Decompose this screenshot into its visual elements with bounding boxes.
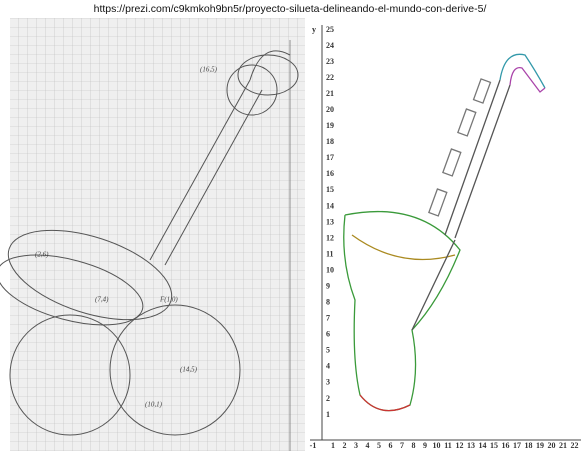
y-number: 10 [326, 265, 334, 274]
y-number: 4 [326, 362, 330, 371]
y-axis-label: y [312, 25, 316, 34]
x-number: 3 [354, 441, 358, 450]
x-number: 10 [433, 441, 441, 450]
x-number: 18 [525, 441, 533, 450]
x-number: 6 [389, 441, 393, 450]
y-number: 20 [326, 105, 334, 114]
y-number: 2 [326, 394, 330, 403]
x-number: 4 [366, 441, 370, 450]
y-number: 19 [326, 121, 334, 130]
sketch [0, 18, 305, 451]
x-number: 1 [331, 441, 335, 450]
y-number: 24 [326, 41, 334, 50]
url: https://prezi.com/c9kmkoh9bn5r/proyecto-… [94, 3, 487, 15]
y-number: 5 [326, 346, 330, 355]
x-number: 5 [377, 441, 381, 450]
y-number: 12 [326, 233, 334, 242]
sketch-label: (2,6) [35, 251, 49, 259]
y-number: 9 [326, 281, 330, 290]
sketch-label: (7,4) [95, 296, 109, 304]
x-number: 2 [343, 441, 347, 450]
y-number: 6 [326, 330, 330, 339]
sketch-label: (10,1) [145, 401, 163, 409]
y-number: 11 [326, 249, 334, 258]
x-number: 19 [536, 441, 544, 450]
x-number: 14 [479, 441, 487, 450]
x-number: 20 [548, 441, 556, 450]
sketch-label: F(1,0) [159, 296, 178, 304]
y-number: 7 [326, 314, 330, 323]
y-number: 3 [326, 378, 330, 387]
y-number: 14 [326, 201, 334, 210]
x-number: 16 [502, 441, 510, 450]
x-number: 9 [423, 441, 427, 450]
sketch-label: (16,5) [200, 66, 218, 74]
y-number: 16 [326, 169, 334, 178]
y-number: 8 [326, 298, 330, 307]
x-number: -1 [310, 441, 317, 450]
x-number: 21 [559, 441, 567, 450]
y-number: 25 [326, 25, 334, 34]
y-number: 15 [326, 185, 334, 194]
x-number: 13 [467, 441, 475, 450]
sketch-label: (14,5) [180, 366, 198, 374]
x-number: 17 [513, 441, 521, 450]
y-number: 23 [326, 57, 334, 66]
y-number: 1 [326, 410, 330, 419]
y-number: 13 [326, 217, 334, 226]
plot: y [305, 18, 581, 451]
x-number: 7 [400, 441, 404, 450]
x-number: 22 [571, 441, 579, 450]
x-number: 12 [456, 441, 464, 450]
y-number: 21 [326, 89, 334, 98]
x-number: 8 [412, 441, 416, 450]
x-number: 15 [490, 441, 498, 450]
y-number: 18 [326, 137, 334, 146]
y-number: 17 [326, 153, 334, 162]
x-number: 11 [444, 441, 452, 450]
y-number: 22 [326, 73, 334, 82]
